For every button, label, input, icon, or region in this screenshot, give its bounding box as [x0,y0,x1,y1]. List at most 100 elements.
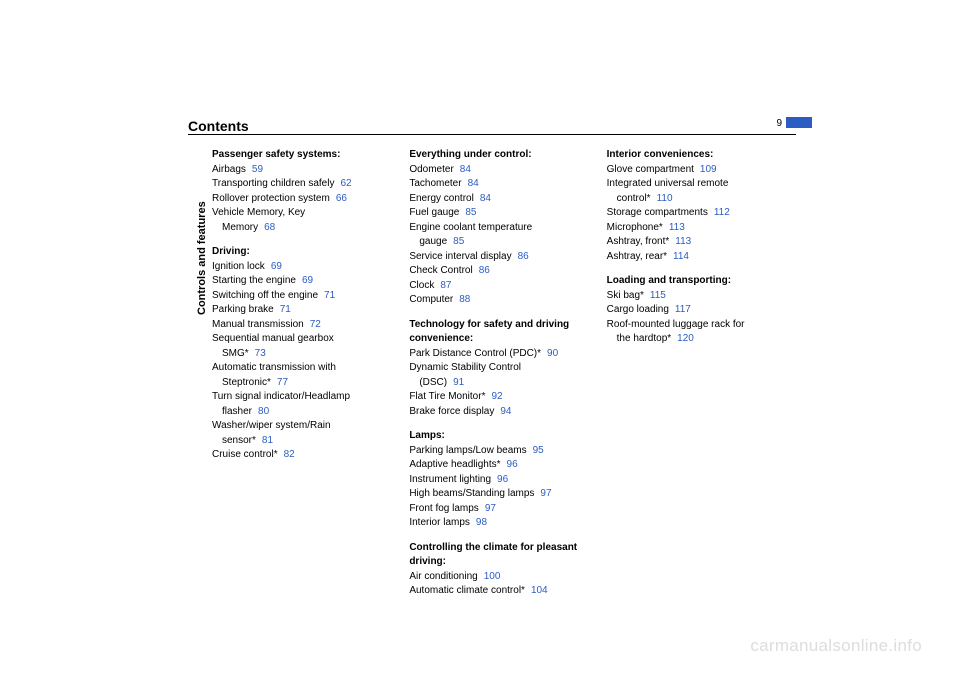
toc-entry[interactable]: Cruise control*82 [212,448,387,463]
toc-entry[interactable]: Integrated universal remote [607,177,782,192]
toc-entry[interactable]: High beams/Standing lamps97 [409,487,584,502]
toc-entry[interactable]: Air conditioning100 [409,570,584,585]
entry-page[interactable]: 96 [497,474,508,485]
toc-entry[interactable]: Brake force display94 [409,405,584,420]
toc-entry[interactable]: Manual transmission72 [212,318,387,333]
entry-page[interactable]: 85 [465,207,476,218]
contents-section: Passenger safety systems:Airbags59Transp… [212,148,387,235]
toc-entry[interactable]: Engine coolant temperature [409,221,584,236]
entry-page[interactable]: 72 [310,319,321,330]
toc-entry[interactable]: Rollover protection system66 [212,192,387,207]
entry-page[interactable]: 113 [669,222,685,233]
toc-entry[interactable]: Starting the engine69 [212,274,387,289]
entry-page[interactable]: 120 [677,333,694,344]
entry-page[interactable]: 59 [252,164,263,175]
entry-page[interactable]: 69 [271,261,282,272]
entry-page[interactable]: 94 [500,406,511,417]
toc-entry[interactable]: Roof-mounted luggage rack for [607,318,782,333]
toc-entry[interactable]: Transporting children safely62 [212,177,387,192]
entry-page[interactable]: 97 [485,503,496,514]
toc-entry[interactable]: Switching off the engine71 [212,289,387,304]
toc-entry[interactable]: Sequential manual gearbox [212,332,387,347]
entry-page[interactable]: 86 [518,251,529,262]
toc-entry[interactable]: Instrument lighting96 [409,473,584,488]
entry-page[interactable]: 84 [468,178,479,189]
entry-page[interactable]: 84 [460,164,471,175]
toc-entry-cont[interactable]: gauge85 [409,235,584,250]
toc-entry-cont[interactable]: flasher80 [212,405,387,420]
toc-entry[interactable]: Ski bag*115 [607,289,782,304]
entry-page[interactable]: 98 [476,517,487,528]
toc-entry[interactable]: Service interval display86 [409,250,584,265]
entry-text: Microphone* [607,222,663,233]
toc-entry[interactable]: Parking lamps/Low beams95 [409,444,584,459]
entry-page[interactable]: 115 [650,290,666,301]
toc-entry-cont[interactable]: Steptronic*77 [212,376,387,391]
entry-page[interactable]: 90 [547,348,558,359]
toc-entry-cont[interactable]: control*110 [607,192,782,207]
toc-entry[interactable]: Flat Tire Monitor*92 [409,390,584,405]
toc-entry[interactable]: Parking brake71 [212,303,387,318]
entry-page[interactable]: 62 [340,178,351,189]
entry-page[interactable]: 81 [262,435,273,446]
entry-page[interactable]: 69 [302,275,313,286]
toc-entry[interactable]: Automatic transmission with [212,361,387,376]
toc-entry[interactable]: Adaptive headlights*96 [409,458,584,473]
toc-entry[interactable]: Check Control86 [409,264,584,279]
toc-entry[interactable]: Odometer84 [409,163,584,178]
entry-page[interactable]: 82 [284,449,295,460]
toc-entry[interactable]: Energy control84 [409,192,584,207]
entry-page[interactable]: 68 [264,222,275,233]
entry-page[interactable]: 114 [673,251,689,262]
toc-entry-cont[interactable]: Memory68 [212,221,387,236]
toc-entry-cont[interactable]: SMG*73 [212,347,387,362]
toc-entry-cont[interactable]: sensor*81 [212,434,387,449]
toc-entry[interactable]: Ignition lock69 [212,260,387,275]
toc-entry[interactable]: Dynamic Stability Control [409,361,584,376]
entry-page[interactable]: 100 [484,571,501,582]
toc-entry[interactable]: Computer88 [409,293,584,308]
entry-page[interactable]: 88 [459,294,470,305]
entry-page[interactable]: 96 [507,459,518,470]
entry-text: Automatic climate control* [409,585,525,596]
toc-entry[interactable]: Interior lamps98 [409,516,584,531]
toc-entry[interactable]: Vehicle Memory, Key [212,206,387,221]
entry-page[interactable]: 84 [480,193,491,204]
toc-entry-cont[interactable]: the hardtop*120 [607,332,782,347]
toc-entry-cont[interactable]: (DSC)91 [409,376,584,391]
entry-page[interactable]: 87 [440,280,451,291]
entry-page[interactable]: 86 [479,265,490,276]
entry-page[interactable]: 109 [700,164,717,175]
toc-entry[interactable]: Clock87 [409,279,584,294]
entry-page[interactable]: 104 [531,585,548,596]
entry-page[interactable]: 117 [675,304,691,315]
entry-page[interactable]: 77 [277,377,288,388]
entry-page[interactable]: 97 [540,488,551,499]
toc-entry[interactable]: Front fog lamps97 [409,502,584,517]
entry-page[interactable]: 95 [533,445,544,456]
toc-entry[interactable]: Glove compartment109 [607,163,782,178]
entry-page[interactable]: 66 [336,193,347,204]
toc-entry[interactable]: Fuel gauge85 [409,206,584,221]
entry-page[interactable]: 110 [657,193,673,204]
toc-entry[interactable]: Storage compartments112 [607,206,782,221]
entry-page[interactable]: 85 [453,236,464,247]
toc-entry[interactable]: Turn signal indicator/Headlamp [212,390,387,405]
entry-page[interactable]: 73 [255,348,266,359]
entry-page[interactable]: 113 [675,236,691,247]
toc-entry[interactable]: Washer/wiper system/Rain [212,419,387,434]
toc-entry[interactable]: Ashtray, front*113 [607,235,782,250]
entry-page[interactable]: 91 [453,377,464,388]
toc-entry[interactable]: Park Distance Control (PDC)*90 [409,347,584,362]
toc-entry[interactable]: Airbags59 [212,163,387,178]
entry-page[interactable]: 71 [280,304,291,315]
toc-entry[interactable]: Ashtray, rear*114 [607,250,782,265]
entry-page[interactable]: 112 [714,207,730,218]
entry-page[interactable]: 80 [258,406,269,417]
toc-entry[interactable]: Automatic climate control* 104 [409,584,584,599]
entry-page[interactable]: 92 [491,391,502,402]
entry-page[interactable]: 71 [324,290,335,301]
toc-entry[interactable]: Microphone* 113 [607,221,782,236]
toc-entry[interactable]: Cargo loading117 [607,303,782,318]
toc-entry[interactable]: Tachometer84 [409,177,584,192]
